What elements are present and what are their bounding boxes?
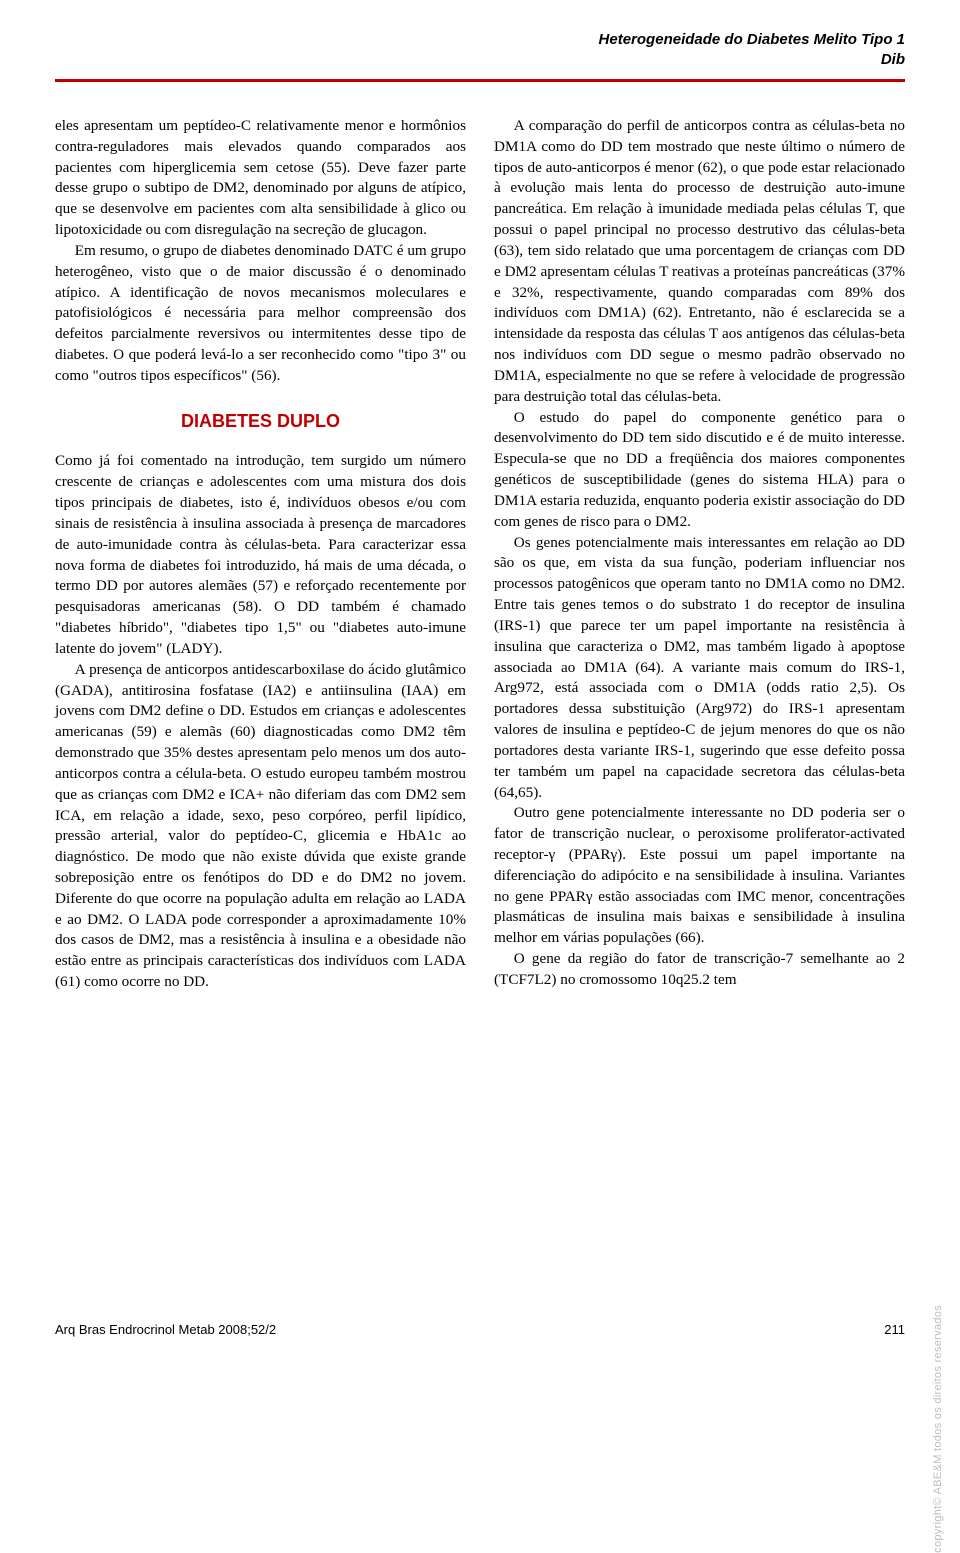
paragraph: eles apresentam um peptídeo-C relativame… [55, 116, 466, 241]
paragraph: Como já foi comentado na introdução, tem… [55, 451, 466, 659]
paragraph: O estudo do papel do componente genético… [494, 408, 905, 533]
page-number: 211 [884, 1322, 905, 1337]
copyright-notice: copyright© ABE&M todos os direitos reser… [932, 1305, 944, 1553]
paragraph: Outro gene potencialmente interessante n… [494, 803, 905, 949]
running-head: Heterogeneidade do Diabetes Melito Tipo … [55, 30, 905, 69]
paragraph: Os genes potencialmente mais interessant… [494, 533, 905, 804]
running-head-title: Heterogeneidade do Diabetes Melito Tipo … [599, 31, 905, 48]
header-rule [55, 79, 905, 82]
paragraph: Em resumo, o grupo de diabetes denominad… [55, 241, 466, 387]
paragraph: A comparação do perfil de anticorpos con… [494, 116, 905, 408]
paragraph: O gene da região do fator de transcrição… [494, 949, 905, 991]
paragraph: A presença de anticorpos antidescarboxil… [55, 660, 466, 993]
running-head-author: Dib [55, 50, 905, 70]
section-heading: DIABETES DUPLO [55, 409, 466, 434]
article-body: eles apresentam um peptídeo-C relativame… [55, 116, 905, 993]
journal-citation: Arq Bras Endrocrinol Metab 2008;52/2 [55, 1322, 276, 1337]
page-footer: Arq Bras Endrocrinol Metab 2008;52/2 211 [55, 1322, 905, 1337]
